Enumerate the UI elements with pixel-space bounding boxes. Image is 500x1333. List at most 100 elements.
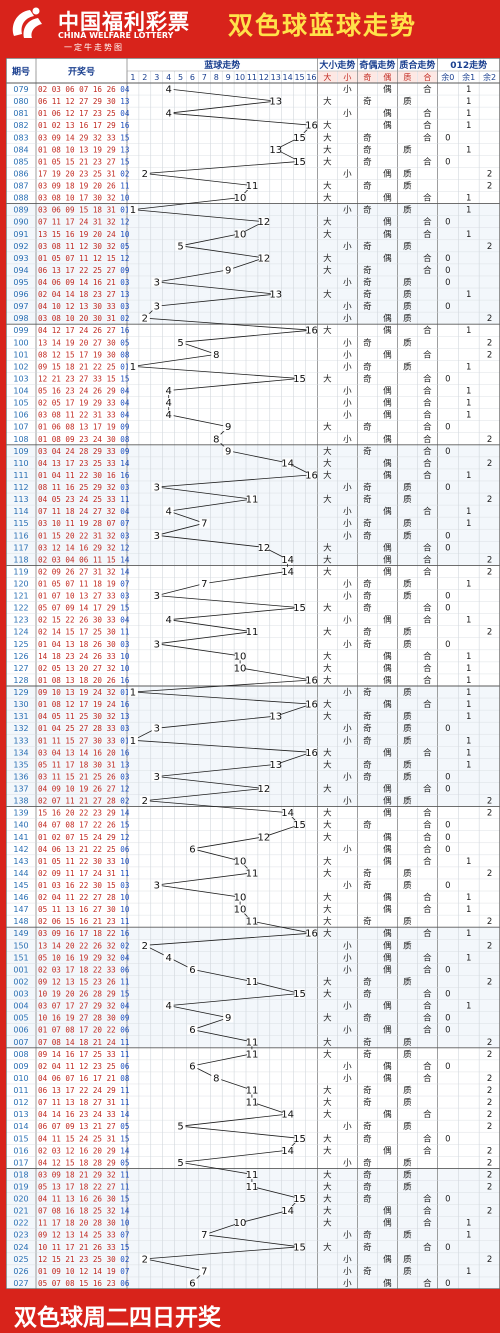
mod3-mark: 0 [445,278,450,288]
blue-ball: 12 [120,218,129,227]
parity-mark: 奇 [363,687,372,698]
parity-mark: 奇 [363,361,372,372]
mod3-mark: 1 [466,929,471,939]
row-band [6,251,500,264]
blue-ball: 15 [120,821,129,830]
blue-ball: 03 [120,772,129,781]
issue-number: 099 [13,326,28,335]
red-balls: 05 10 16 19 29 32 [38,953,120,962]
blue-point-bg [235,856,246,866]
drawn-numbers: 03 12 14 16 29 32 12 [38,543,129,552]
red-balls: 01 04 13 18 26 30 [38,640,120,649]
blue-point-bg [246,494,257,504]
mod3-mark: 2 [487,169,492,179]
mod3-mark: 0 [445,531,450,541]
mod3-mark: 0 [445,990,450,1000]
red-balls: 03 09 14 29 32 33 [38,133,120,142]
blue-point-label: 10 [234,893,247,904]
blue-ball: 13 [120,712,129,721]
prime-mark: 合 [423,964,432,975]
blue-point-label: 11 [246,977,259,988]
drawn-numbers: 03 04 13 14 16 20 16 [38,748,130,757]
mod3-mark: 1 [466,760,471,770]
drawn-numbers: 04 09 10 19 26 27 12 [38,785,129,794]
mod3-mark: 1 [466,97,471,107]
blue-ball: 04 [120,1002,130,1011]
blue-point-bg [127,361,138,371]
red-balls: 01 04 11 22 30 16 [38,471,120,480]
blue-point-label: 15 [293,603,306,614]
red-balls: 09 10 13 19 24 32 [38,688,120,697]
size-mark: 大 [323,627,332,638]
issue-number: 027 [13,1279,28,1288]
mod3-mark: 0 [445,965,450,975]
mod3-mark: 1 [466,85,471,95]
parity-mark: 奇 [363,639,372,650]
mod3-mark: 1 [466,700,471,710]
blue-point-bg [139,1254,150,1264]
blue-point-bg [258,784,269,794]
prime-mark: 合 [423,1133,432,1144]
blue-point-label: 10 [234,856,247,867]
row-band [6,1216,500,1229]
blue-ball: 04 [120,85,130,94]
issue-number: 017 [13,1158,28,1167]
blue-point-label: 16 [305,121,318,132]
red-balls: 01 09 10 12 14 19 [38,1267,120,1276]
blue-point-label: 13 [269,712,282,723]
mod3-mark: 1 [466,411,471,421]
prime-mark: 质 [403,1157,412,1168]
parity-mark: 奇 [363,627,372,638]
issue-number: 103 [13,374,28,383]
issue-number: 138 [13,797,28,806]
mod3-mark: 2 [487,1170,492,1180]
blue-ball: 12 [120,833,129,842]
prime-mark: 合 [423,398,432,409]
blue-ball: 11 [120,182,130,191]
mod3-mark: 1 [466,688,471,698]
drawn-numbers: 03 08 11 12 30 32 05 [38,242,129,251]
parity-mark: 偶 [383,675,392,686]
blue-point-label: 3 [154,591,160,602]
blue-point-label: 3 [154,772,160,783]
drawn-numbers: 13 14 20 22 26 32 02 [38,941,129,950]
drawn-numbers: 02 03 17 18 22 33 06 [38,965,130,974]
header-blue-number: 3 [154,73,159,82]
red-balls: 01 11 15 27 30 33 [38,736,120,745]
blue-point-bg [211,434,222,444]
drawn-numbers: 04 06 13 21 22 25 06 [38,845,130,854]
prime-mark: 质 [403,1121,412,1132]
row-band [6,746,500,759]
parity-mark: 偶 [383,832,392,843]
row-band [6,541,500,554]
parity-mark: 奇 [363,735,372,746]
blue-ball: 12 [120,254,129,263]
mod3-mark: 2 [487,869,492,879]
blue-ball: 05 [120,242,129,251]
blue-point-bg [235,229,246,239]
blue-point-bg [270,759,281,769]
parity-mark: 偶 [383,349,392,360]
mod3-mark: 0 [445,1014,450,1024]
blue-point-bg [187,964,198,974]
blue-point-label: 2 [142,314,148,325]
row-band [6,722,500,735]
blue-ball: 01 [120,362,130,371]
size-mark: 大 [323,699,332,710]
blue-point-bg [175,1157,186,1167]
blue-ball: 09 [120,266,130,275]
size-mark: 大 [323,1013,332,1024]
blue-ball: 11 [120,1098,130,1107]
parity-mark: 偶 [383,699,392,710]
drawn-numbers: 04 11 13 16 26 30 15 [38,1195,129,1204]
subheader-cell [397,71,417,83]
row-band [6,1023,500,1036]
blue-point-label: 2 [142,796,148,807]
drawn-numbers: 07 08 16 18 25 32 14 [38,1207,130,1216]
mod3-mark: 2 [487,628,492,638]
mod3-mark: 1 [466,748,471,758]
issue-number: 005 [13,1014,28,1023]
blue-point-bg [139,313,150,323]
row-band [6,456,500,469]
prime-mark: 质 [403,1254,412,1265]
